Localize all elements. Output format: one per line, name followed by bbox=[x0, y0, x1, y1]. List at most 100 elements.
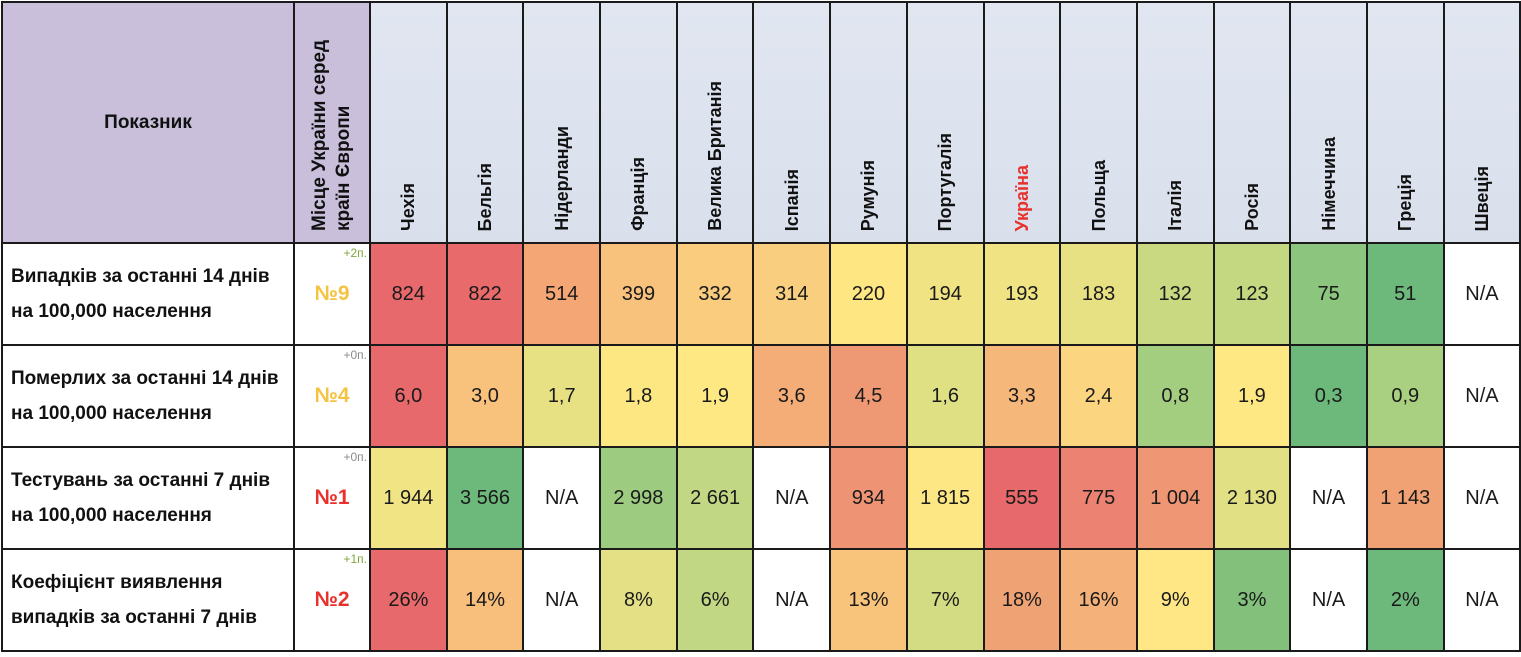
heatmap-cell: 51 bbox=[1365, 242, 1445, 346]
heatmap-cell: N/A bbox=[1442, 548, 1521, 652]
heatmap-cell: N/A bbox=[1442, 446, 1521, 550]
country-header: Нідерланди bbox=[522, 1, 602, 244]
heatmap-cell: 3% bbox=[1212, 548, 1292, 652]
country-label: Румунія bbox=[858, 159, 879, 231]
row-label: Померлих за останні 14 днів на 100,000 н… bbox=[1, 344, 295, 448]
country-header: Португалія bbox=[905, 1, 985, 244]
country-label: Велика Британія bbox=[705, 81, 726, 231]
heatmap-cell: 824 bbox=[369, 242, 448, 346]
heatmap-cell: 183 bbox=[1059, 242, 1138, 346]
country-header: Велика Британія bbox=[675, 1, 755, 244]
rank-change: +1п. bbox=[343, 552, 367, 566]
country-label: Україна bbox=[1011, 164, 1032, 231]
heatmap-cell: 3,3 bbox=[982, 344, 1062, 448]
heatmap-cell: 6% bbox=[675, 548, 755, 652]
heatmap-cell: 775 bbox=[1059, 446, 1138, 550]
heatmap-cell: 193 bbox=[982, 242, 1062, 346]
country-label: Росія bbox=[1241, 183, 1262, 231]
table-row: Тестувань за останні 7 днів на 100,000 н… bbox=[1, 446, 1521, 550]
heatmap-cell: 1,9 bbox=[1212, 344, 1292, 448]
heatmap-cell: N/A bbox=[1442, 344, 1521, 448]
heatmap-cell: 822 bbox=[445, 242, 525, 346]
heatmap-cell: 13% bbox=[829, 548, 908, 652]
heatmap-cell: 1,7 bbox=[522, 344, 602, 448]
heatmap-cell: N/A bbox=[1289, 446, 1368, 550]
heatmap-cell: N/A bbox=[752, 446, 832, 550]
heatmap-cell: 2 661 bbox=[675, 446, 755, 550]
heatmap-cell: 3,0 bbox=[445, 344, 525, 448]
heatmap-cell: 0,3 bbox=[1289, 344, 1368, 448]
heatmap-cell: 555 bbox=[982, 446, 1062, 550]
heatmap-cell: N/A bbox=[522, 548, 602, 652]
country-label: Бельгія bbox=[475, 162, 496, 231]
heatmap-cell: 14% bbox=[445, 548, 525, 652]
country-header: Бельгія bbox=[445, 1, 525, 244]
country-label: Іспанія bbox=[781, 168, 802, 231]
heatmap-cell: 1 944 bbox=[369, 446, 448, 550]
heatmap-cell: 1 143 bbox=[1365, 446, 1445, 550]
country-header: Франція bbox=[599, 1, 678, 244]
country-header: Україна bbox=[982, 1, 1062, 244]
heatmap-cell: 6,0 bbox=[369, 344, 448, 448]
country-header: Польща bbox=[1059, 1, 1138, 244]
header-row: Показник Місце України серед країн Європ… bbox=[1, 1, 1521, 244]
country-header: Румунія bbox=[829, 1, 908, 244]
country-header: Греція bbox=[1365, 1, 1445, 244]
country-header: Іспанія bbox=[752, 1, 832, 244]
country-label: Швеція bbox=[1471, 165, 1492, 232]
rank-change: +0п. bbox=[343, 450, 367, 464]
indicator-header: Показник bbox=[1, 1, 295, 244]
heatmap-cell: 123 bbox=[1212, 242, 1292, 346]
heatmap-cell: 26% bbox=[369, 548, 448, 652]
heatmap-cell: 16% bbox=[1059, 548, 1138, 652]
heatmap-cell: N/A bbox=[1442, 242, 1521, 346]
heatmap-cell: 18% bbox=[982, 548, 1062, 652]
heatmap-cell: 332 bbox=[675, 242, 755, 346]
country-header: Німеччина bbox=[1289, 1, 1368, 244]
heatmap-cell: N/A bbox=[752, 548, 832, 652]
country-label: Нідерланди bbox=[551, 126, 572, 231]
rank-value: №4 bbox=[314, 384, 350, 407]
heatmap-cell: 75 bbox=[1289, 242, 1368, 346]
heatmap-cell: 1,6 bbox=[905, 344, 985, 448]
row-label: Коефіцієнт виявлення випадків за останні… bbox=[1, 548, 295, 652]
heatmap-cell: 2% bbox=[1365, 548, 1445, 652]
heatmap-cell: N/A bbox=[522, 446, 602, 550]
heatmap-cell: 1 815 bbox=[905, 446, 985, 550]
heatmap-cell: 399 bbox=[599, 242, 678, 346]
heatmap-cell: 1 004 bbox=[1135, 446, 1215, 550]
rank-value: №2 bbox=[314, 588, 350, 611]
country-label: Франція bbox=[628, 157, 649, 231]
heatmap-cell: 0,9 bbox=[1365, 344, 1445, 448]
heatmap-cell: 194 bbox=[905, 242, 985, 346]
rank-value: №1 bbox=[314, 486, 350, 509]
heatmap-cell: 3,6 bbox=[752, 344, 832, 448]
heatmap-cell: 0,8 bbox=[1135, 344, 1215, 448]
table-row: Коефіцієнт виявлення випадків за останні… bbox=[1, 548, 1521, 652]
country-header: Росія bbox=[1212, 1, 1292, 244]
heatmap-cell: 934 bbox=[829, 446, 908, 550]
heatmap-cell: 3 566 bbox=[445, 446, 525, 550]
rank-header-label: Місце України серед країн Європи bbox=[309, 39, 354, 231]
heatmap-cell: 1,9 bbox=[675, 344, 755, 448]
rank-cell: +0п. №1 bbox=[293, 446, 371, 550]
heatmap-cell: 1,8 bbox=[599, 344, 678, 448]
heatmap-cell: N/A bbox=[1289, 548, 1368, 652]
heatmap-cell: 2,4 bbox=[1059, 344, 1138, 448]
heatmap-cell: 7% bbox=[905, 548, 985, 652]
rank-cell: +2п. №9 bbox=[293, 242, 371, 346]
heatmap-cell: 4,5 bbox=[829, 344, 908, 448]
heatmap-cell: 9% bbox=[1135, 548, 1215, 652]
heatmap-cell: 314 bbox=[752, 242, 832, 346]
country-header: Італія bbox=[1135, 1, 1215, 244]
rank-cell: +1п. №2 bbox=[293, 548, 371, 652]
heatmap-cell: 2 998 bbox=[599, 446, 678, 550]
table-row: Померлих за останні 14 днів на 100,000 н… bbox=[1, 344, 1521, 448]
country-header: Чехія bbox=[369, 1, 448, 244]
rank-change: +0п. bbox=[343, 348, 367, 362]
heatmap-cell: 2 130 bbox=[1212, 446, 1292, 550]
country-label: Греція bbox=[1395, 173, 1416, 231]
country-label: Польща bbox=[1088, 159, 1109, 231]
country-header: Швеція bbox=[1442, 1, 1521, 244]
